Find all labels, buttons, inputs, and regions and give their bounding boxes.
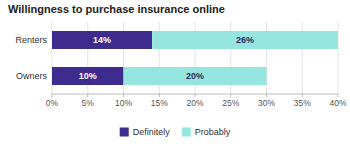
- bars: [52, 31, 338, 85]
- bar: [52, 31, 152, 49]
- bar: [124, 67, 267, 85]
- x-tick-label: 0%: [46, 98, 59, 108]
- bar: [52, 67, 124, 85]
- x-tick-label: 25%: [222, 98, 239, 108]
- x-tick-label: 10%: [115, 98, 132, 108]
- data-label: 10%: [79, 71, 97, 81]
- legend-swatch: [120, 128, 129, 137]
- legend-label: Definitely: [133, 127, 171, 137]
- y-axis: Renters Owners: [15, 35, 47, 81]
- title: Willingness to purchase insurance online: [8, 3, 225, 15]
- legend: Definitely Probably: [120, 127, 231, 137]
- data-label: 26%: [236, 35, 254, 45]
- x-tick-label: 5%: [82, 98, 95, 108]
- data-label: 14%: [93, 35, 111, 45]
- x-tick-label: 15%: [151, 98, 168, 108]
- category-label: Renters: [15, 35, 47, 45]
- x-tick-label: 20%: [186, 98, 203, 108]
- legend-swatch: [182, 128, 191, 137]
- legend-label: Probably: [195, 127, 231, 137]
- category-label: Owners: [16, 71, 48, 81]
- chart-svg: Willingness to purchase insurance online…: [0, 0, 350, 144]
- chart-container: Willingness to purchase insurance online…: [0, 0, 350, 144]
- x-tick-label: 35%: [294, 98, 311, 108]
- grid: [52, 22, 338, 94]
- x-axis-line: [52, 94, 338, 95]
- data-labels: 14% 10% 26% 20%: [79, 35, 254, 81]
- x-tick-label: 30%: [258, 98, 275, 108]
- bar: [152, 31, 338, 49]
- data-label: 20%: [186, 71, 204, 81]
- x-tick-label: 40%: [329, 98, 346, 108]
- x-axis: 0% 5% 10% 15% 20% 25% 30% 35% 40%: [46, 94, 347, 108]
